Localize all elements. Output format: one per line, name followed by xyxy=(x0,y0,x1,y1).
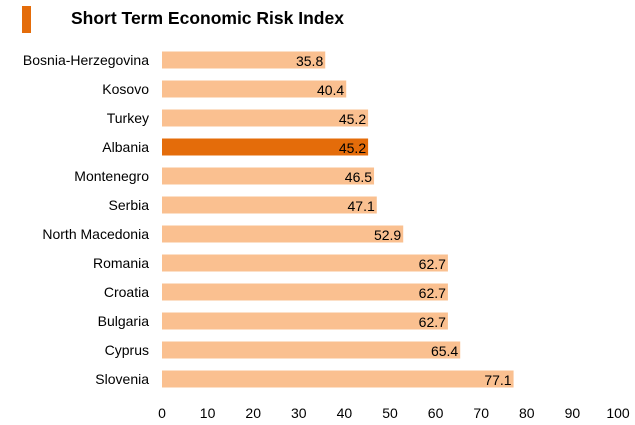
value-label: 62.7 xyxy=(419,256,446,272)
x-tick-label: 60 xyxy=(428,405,444,421)
bar xyxy=(162,254,448,272)
x-tick-label: 90 xyxy=(565,405,581,421)
bar xyxy=(162,109,369,127)
x-tick-label: 20 xyxy=(245,405,261,421)
x-tick-label: 80 xyxy=(519,405,535,421)
bar xyxy=(162,80,347,98)
bar xyxy=(162,370,514,388)
bar xyxy=(162,196,377,214)
value-label: 40.4 xyxy=(317,82,344,98)
category-label: Bulgaria xyxy=(98,313,150,329)
x-tick-label: 100 xyxy=(606,405,630,421)
category-label: Serbia xyxy=(109,197,150,213)
bar xyxy=(162,167,375,185)
category-label: Kosovo xyxy=(102,81,149,97)
x-tick-label: 0 xyxy=(158,405,166,421)
category-label: Slovenia xyxy=(95,371,149,387)
value-label: 47.1 xyxy=(348,198,375,214)
category-label: Albania xyxy=(102,139,149,155)
bar xyxy=(162,312,448,330)
bar xyxy=(162,341,461,359)
x-tick-label: 40 xyxy=(337,405,353,421)
bar xyxy=(162,51,326,69)
value-label: 62.7 xyxy=(419,314,446,330)
value-label: 62.7 xyxy=(419,285,446,301)
value-label: 45.2 xyxy=(339,140,366,156)
category-label: Romania xyxy=(93,255,149,271)
x-tick-label: 70 xyxy=(473,405,489,421)
category-label: Cyprus xyxy=(105,342,149,358)
category-label: Bosnia-Herzegovina xyxy=(23,52,149,68)
bar xyxy=(162,225,404,243)
x-tick-label: 30 xyxy=(291,405,307,421)
bar xyxy=(162,283,448,301)
category-label: Turkey xyxy=(107,110,149,126)
value-label: 77.1 xyxy=(484,372,511,388)
value-label: 65.4 xyxy=(431,343,458,359)
x-tick-label: 10 xyxy=(200,405,216,421)
category-label: Croatia xyxy=(104,284,149,300)
chart-title: Short Term Economic Risk Index xyxy=(71,8,344,28)
x-tick-label: 50 xyxy=(382,405,398,421)
title-accent-bar xyxy=(22,6,31,33)
value-label: 35.8 xyxy=(296,53,323,69)
category-label: North Macedonia xyxy=(42,226,149,242)
value-label: 46.5 xyxy=(345,169,372,185)
value-label: 45.2 xyxy=(339,111,366,127)
bar xyxy=(162,138,369,156)
category-label: Montenegro xyxy=(74,168,149,184)
value-label: 52.9 xyxy=(374,227,401,243)
